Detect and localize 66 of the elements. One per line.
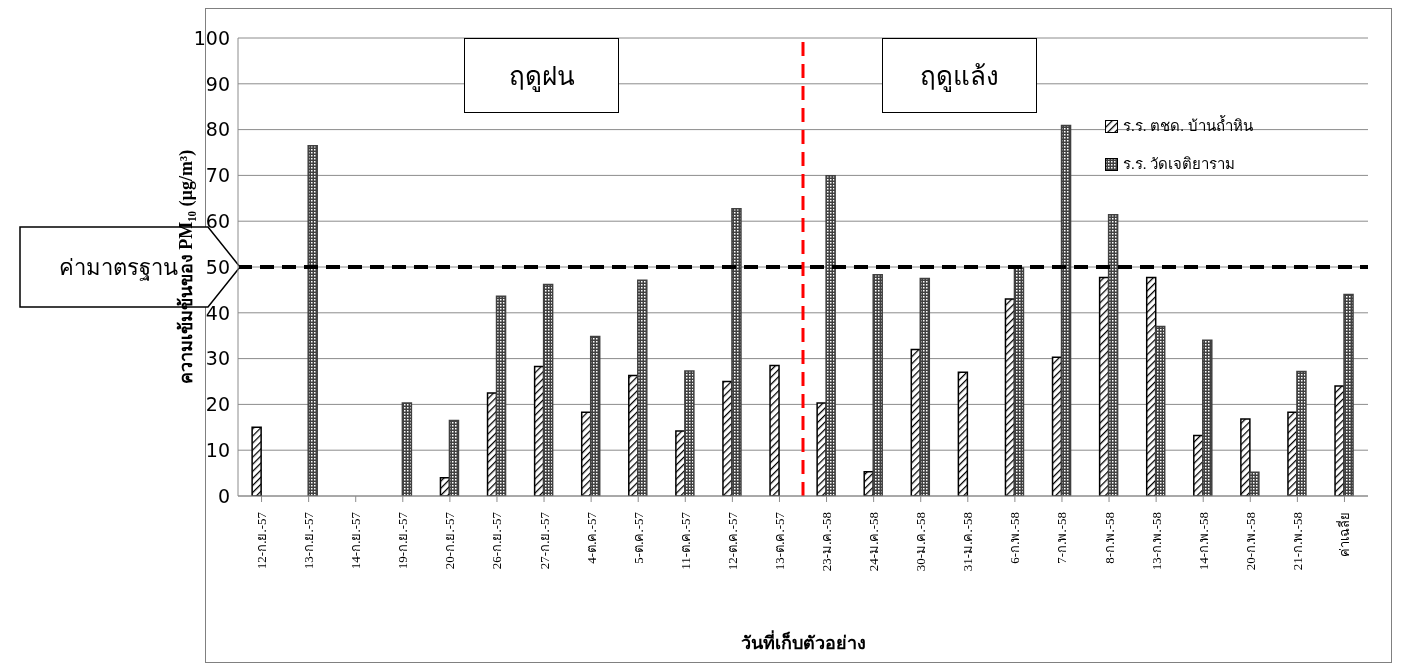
- bar: [825, 175, 836, 496]
- x-tick-label: 21-ก.พ.-58: [1289, 512, 1305, 571]
- bar: [1107, 214, 1119, 496]
- x-tick-label: 13-ก.พ.-58: [1148, 512, 1164, 571]
- bar: [589, 335, 601, 496]
- y-tick-label: 60: [205, 209, 230, 232]
- y-tick-label: 10: [205, 438, 230, 461]
- bar: [1240, 418, 1251, 496]
- bar: [251, 426, 262, 496]
- bar: [731, 208, 742, 496]
- bar: [872, 274, 883, 496]
- x-tick-label: 11-ต.ค.-57: [677, 511, 693, 570]
- x-tick-label: 19-ก.ย.-57: [395, 511, 411, 570]
- x-tick-label: 30-ม.ค.-58: [913, 512, 929, 572]
- x-tick-label: 14-ก.พ.-58: [1195, 512, 1211, 571]
- x-tick-label: ค่าเฉลี่ย: [1335, 512, 1352, 557]
- x-tick-label: 13-ก.ย.-57: [301, 511, 317, 570]
- bar: [1154, 325, 1166, 496]
- legend-label: ร.ร. วัดเจติยาราม: [1123, 155, 1236, 174]
- y-tick-label: 70: [205, 164, 230, 187]
- bar: [448, 419, 460, 496]
- x-tick-label: 7-ก.พ.-58: [1054, 512, 1070, 564]
- x-tick-label: 27-ก.ย.-57: [536, 511, 552, 570]
- bar: [1249, 471, 1260, 496]
- x-tick-label: 5-ต.ค.-57: [630, 511, 646, 564]
- y-tick-label: 30: [205, 347, 230, 370]
- bar: [637, 279, 648, 496]
- y-tick-label: 100: [193, 26, 230, 49]
- y-tick-label: 80: [205, 118, 230, 141]
- x-tick-label: 4-ต.ค.-57: [583, 511, 599, 564]
- x-tick-label: 8-ก.พ.-58: [1101, 512, 1117, 564]
- x-axis-title: วันที่เก็บตัวอย่าง: [740, 630, 866, 653]
- y-axis-title: ความเข้มข้นของ PM₁₀ (µg/m³): [176, 149, 197, 385]
- y-tick-label: 0: [217, 484, 230, 507]
- bar: [1343, 293, 1354, 496]
- annotation: ฤดูแล้ง: [920, 61, 1000, 94]
- x-tick-label: 13-ต.ค.-57: [771, 511, 787, 571]
- ref-line-label: ค่ามาตรฐาน: [58, 254, 178, 281]
- y-tick-label: 40: [205, 301, 230, 324]
- bar: [919, 277, 931, 496]
- x-tick-label: 24-ม.ค.-58: [866, 512, 882, 572]
- legend-label: ร.ร. ตชด. บ้านถ้ำหิน: [1123, 114, 1253, 136]
- x-tick-label: 23-ม.ค.-58: [819, 512, 835, 572]
- bar: [957, 371, 969, 496]
- x-tick-label: 31-ม.ค.-58: [960, 512, 976, 572]
- bar: [1013, 267, 1025, 496]
- bar: [684, 370, 695, 496]
- y-tick-label: 20: [205, 393, 230, 416]
- x-tick-label: 12-ต.ค.-57: [724, 511, 740, 571]
- annotation: ฤดูฝน: [508, 61, 575, 94]
- x-tick-label: 20-ก.พ.-58: [1242, 512, 1258, 571]
- bar: [1296, 370, 1307, 496]
- bar: [495, 295, 507, 496]
- bar: [769, 364, 780, 496]
- x-tick-label: 26-ก.ย.-57: [489, 511, 505, 570]
- bar: [307, 144, 318, 496]
- y-tick-label: 50: [205, 255, 230, 278]
- bar: [542, 283, 554, 496]
- x-tick-label: 6-ก.พ.-58: [1007, 512, 1023, 564]
- x-tick-label: 20-ก.ย.-57: [442, 511, 458, 570]
- x-tick-label: 12-ก.ย.-57: [254, 511, 270, 570]
- x-tick-label: 14-ก.ย.-57: [348, 511, 364, 570]
- bar: [1202, 339, 1213, 496]
- bar: [1060, 124, 1072, 496]
- y-tick-label: 90: [205, 72, 230, 95]
- bar: [401, 402, 413, 496]
